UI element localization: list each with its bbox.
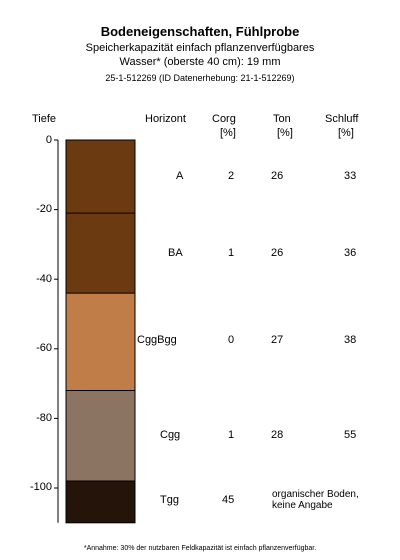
axis-tick-80: -80 — [36, 412, 52, 424]
corg-value-cgg: 1 — [228, 429, 235, 441]
footnote: *Annahme: 30% der nutzbaren Feldkapazitä… — [83, 545, 317, 552]
schluff-value-a: 33 — [344, 170, 357, 182]
header-ton-unit: [%] — [277, 127, 293, 139]
horizon-name-cgg: Cgg — [160, 429, 181, 441]
axis-tick-0: 0 — [45, 134, 52, 146]
header-horizont: Horizont — [145, 113, 186, 125]
header-tiefe: Tiefe — [32, 113, 57, 125]
header-corg-unit: [%] — [220, 127, 236, 139]
subtitle-line-1: Speicherkapazität einfach pflanzenverfüg… — [85, 42, 315, 54]
horizon-name-ba: BA — [168, 247, 183, 259]
axis-tick-60: -60 — [36, 342, 52, 354]
ton-value-cgg: 28 — [271, 429, 284, 441]
horizon-band-ba — [66, 213, 135, 294]
ton-value-a: 26 — [271, 170, 284, 182]
axis-tick-40: -40 — [36, 273, 52, 285]
corg-value-ba: 1 — [228, 247, 235, 259]
id-line: 25-1-512269 (ID Datenerhebung: 21-1-5122… — [105, 73, 295, 83]
horizon-band-cgg — [66, 390, 135, 482]
schluff-value-cggbgg: 38 — [344, 334, 357, 346]
ton-value-ba: 26 — [271, 247, 284, 259]
profile-outline — [65, 139, 136, 524]
horizon-band-tgg — [66, 481, 135, 523]
subtitle-line-2: Wasser* (oberste 40 cm): 19 mm — [119, 56, 281, 68]
page-title: Bodeneigenschaften, Fühlprobe — [100, 24, 300, 39]
ton-value-cggbgg: 27 — [271, 334, 284, 346]
header-schluff-unit: [%] — [338, 127, 354, 139]
horizon-name-a: A — [176, 170, 184, 182]
corg-value-cggbgg: 0 — [228, 334, 235, 346]
axis-tick-20: -20 — [36, 203, 52, 215]
schluff-value-ba: 36 — [344, 247, 357, 259]
corg-value-a: 2 — [228, 170, 235, 182]
header-corg: Corg — [212, 113, 236, 125]
tgg-note: organischer Boden, keine Angabe — [272, 489, 359, 511]
horizon-name-tgg: Tgg — [160, 494, 179, 506]
horizon-name-cggbgg: CggBgg — [137, 334, 177, 346]
schluff-value-cgg: 55 — [344, 429, 357, 441]
header-schluff: Schluff — [325, 113, 359, 125]
header-ton: Ton — [273, 113, 291, 125]
axis-tick-100: -100 — [29, 481, 52, 493]
horizon-band-cggbgg — [66, 293, 135, 391]
corg-value-tgg: 45 — [222, 494, 235, 506]
horizon-band-a — [66, 140, 135, 214]
